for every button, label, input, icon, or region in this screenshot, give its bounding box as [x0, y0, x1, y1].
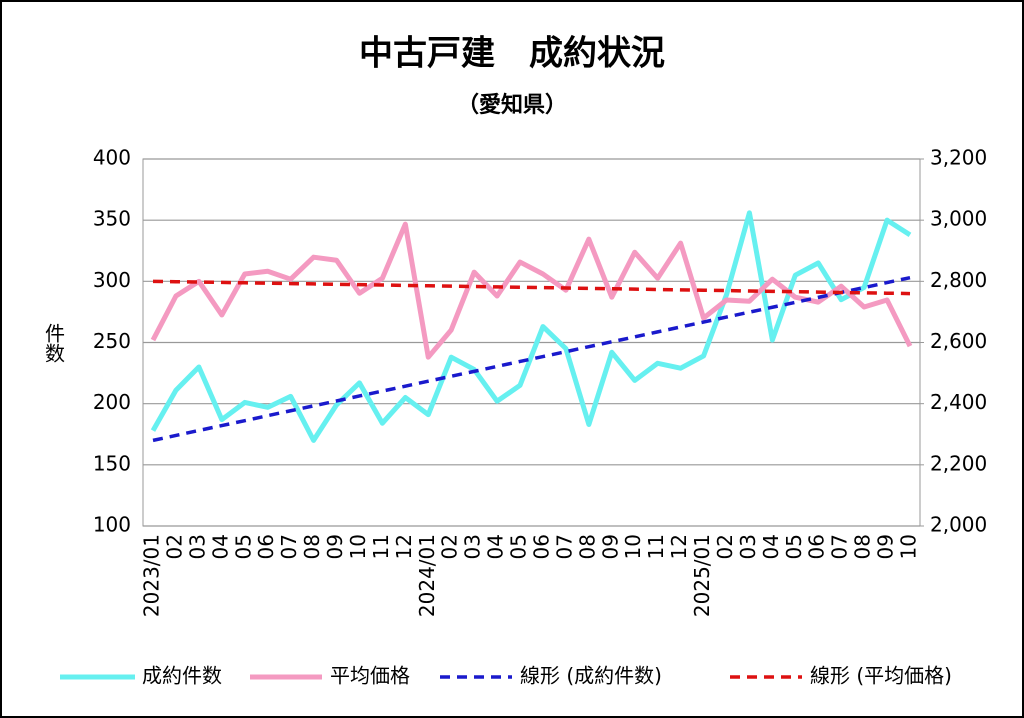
x-tick-label: 06 — [254, 534, 278, 559]
x-tick-label: 08 — [851, 534, 875, 559]
y-tick-label: 250 — [93, 329, 131, 353]
y-tick-label: 300 — [93, 268, 131, 292]
x-tick-label: 08 — [575, 534, 599, 559]
y2-tick-label: 2,400 — [930, 390, 987, 414]
x-tick-label: 12 — [392, 534, 416, 559]
x-tick-label: 03 — [736, 534, 760, 559]
x-tick-label: 03 — [185, 534, 209, 559]
x-tick-label: 2025/01 — [690, 534, 714, 617]
x-tick-label: 04 — [208, 534, 232, 559]
x-tick-label: 04 — [484, 534, 508, 559]
x-tick-label: 02 — [162, 534, 186, 559]
x-tick-label: 11 — [644, 534, 668, 559]
y2-tick-label: 2,200 — [930, 451, 987, 475]
x-tick-label: 09 — [598, 534, 622, 559]
legend-label: 線形 (成約件数) — [520, 664, 662, 688]
y-tick-label: 100 — [93, 513, 131, 537]
x-tick-label: 11 — [369, 534, 393, 559]
y-axis-label: 件数 — [42, 323, 66, 363]
y2-tick-label: 3,200 — [930, 146, 987, 170]
x-tick-label: 12 — [667, 534, 691, 559]
x-tick-label: 2023/01 — [140, 534, 164, 617]
y2-tick-label: 3,000 — [930, 207, 987, 231]
series-line — [150, 221, 913, 360]
y-tick-label: 150 — [93, 451, 131, 475]
x-tick-label: 10 — [346, 534, 370, 559]
x-tick-label: 02 — [438, 534, 462, 559]
x-tick-label: 05 — [782, 534, 806, 559]
series-line — [150, 210, 912, 443]
x-tick-label: 05 — [231, 534, 255, 559]
legend-label: 成約件数 — [142, 664, 222, 688]
y2-tick-label: 2,000 — [930, 513, 987, 537]
x-tick-label: 07 — [828, 534, 852, 559]
x-tick-label: 06 — [529, 534, 553, 559]
y2-tick-label: 2,600 — [930, 329, 987, 353]
x-tick-label: 06 — [805, 534, 829, 559]
chart-subtitle: （愛知県） — [457, 92, 567, 118]
x-tick-label: 03 — [461, 534, 485, 559]
x-tick-label: 07 — [552, 534, 576, 559]
x-tick-label: 09 — [874, 534, 898, 559]
y-tick-label: 400 — [93, 146, 131, 170]
x-tick-label: 07 — [277, 534, 301, 559]
x-tick-label: 10 — [897, 534, 921, 559]
y-tick-label: 350 — [93, 207, 131, 231]
legend-label: 線形 (平均価格) — [810, 664, 952, 688]
series-line — [152, 279, 911, 296]
x-tick-label: 04 — [759, 534, 783, 559]
y-tick-label: 200 — [93, 390, 131, 414]
x-tick-label: 08 — [300, 534, 324, 559]
x-tick-label: 09 — [323, 534, 347, 559]
y2-tick-label: 2,800 — [930, 268, 987, 292]
x-tick-label: 10 — [621, 534, 645, 559]
x-tick-label: 2024/01 — [415, 534, 439, 617]
legend-label: 平均価格 — [330, 664, 410, 688]
x-tick-label: 05 — [507, 534, 531, 559]
x-tick-label: 02 — [713, 534, 737, 559]
chart-title: 中古戸建 成約状況 — [359, 34, 665, 74]
